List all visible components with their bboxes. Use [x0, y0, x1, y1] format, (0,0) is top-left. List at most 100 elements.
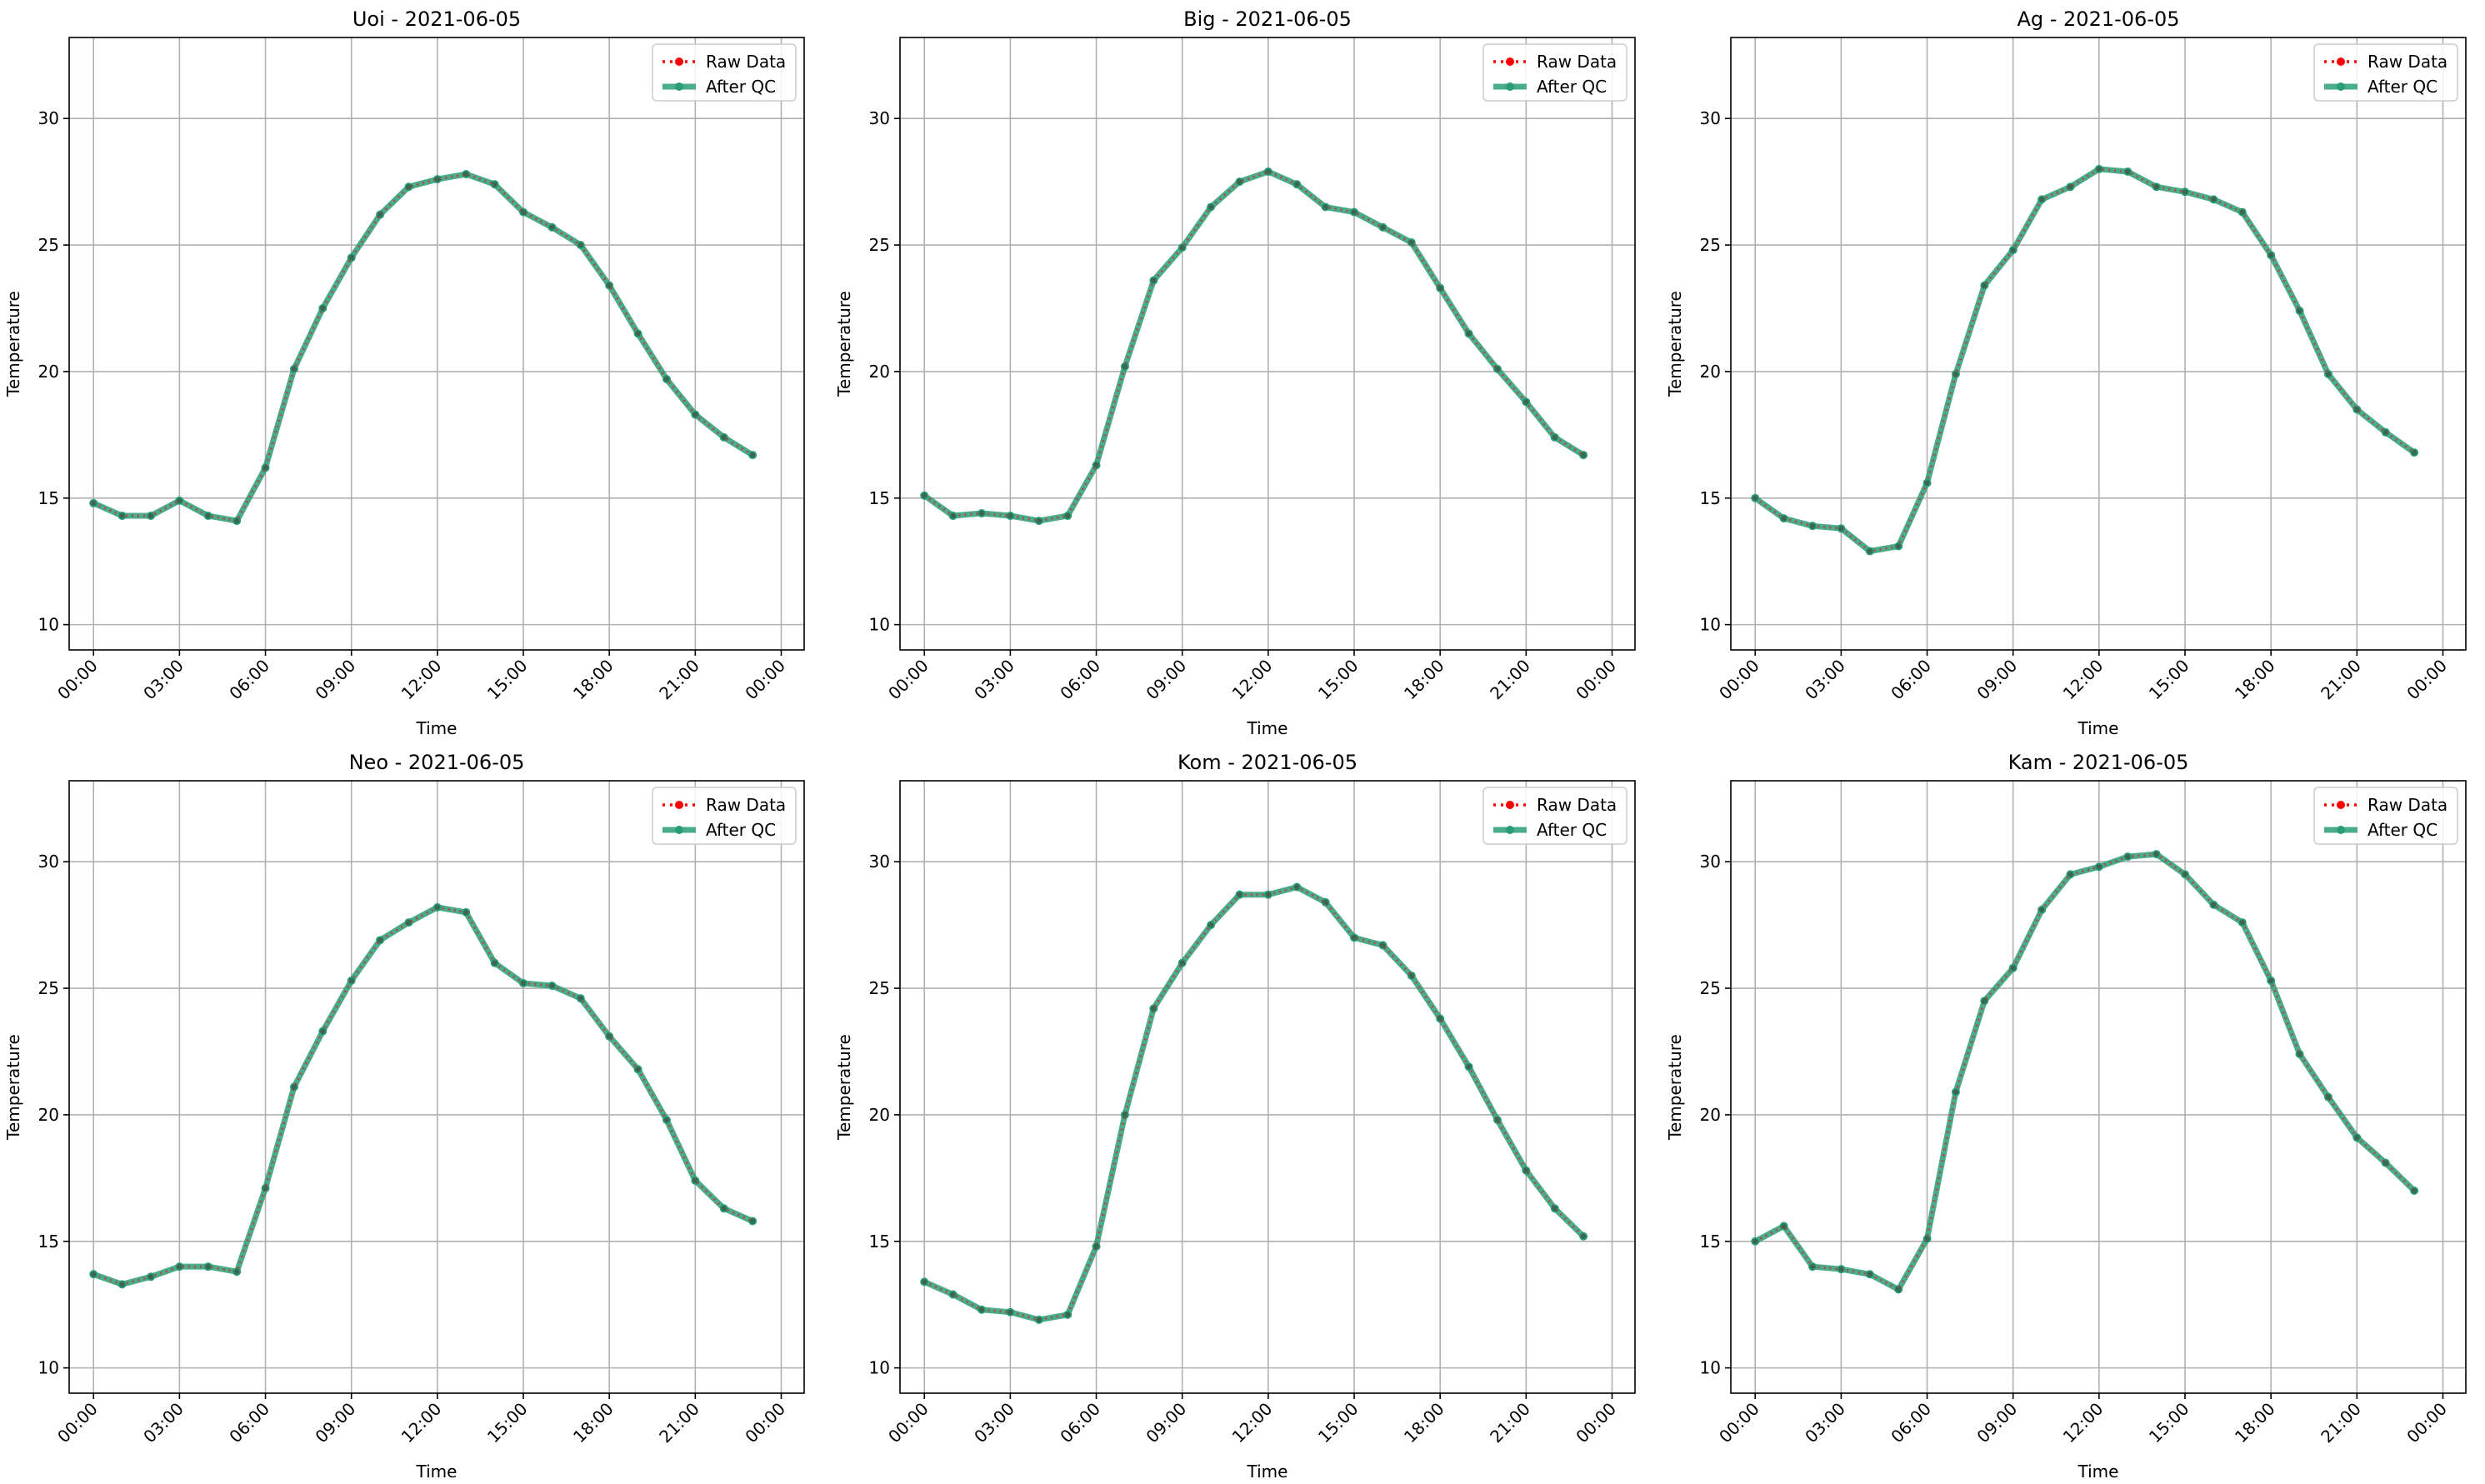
raw-data-point: [1380, 942, 1386, 948]
raw-data-point: [2125, 853, 2131, 860]
y-axis-label: Temperature: [834, 291, 854, 397]
raw-data-point: [2010, 965, 2016, 971]
x-tick-label: 21:00: [655, 1399, 703, 1447]
raw-data-point: [2411, 449, 2418, 456]
x-tick-label: 00:00: [1572, 1399, 1620, 1447]
x-tick-label: 15:00: [1314, 656, 1362, 704]
y-tick-label: 25: [1700, 978, 1721, 998]
y-tick-label: 10: [38, 615, 59, 635]
raw-data-point: [721, 434, 727, 441]
x-tick-label: 03:00: [970, 656, 1018, 704]
raw-data-point: [2096, 166, 2102, 172]
raw-data-point: [606, 282, 612, 288]
raw-data-point: [1151, 277, 1157, 283]
x-tick-label: 06:00: [225, 1399, 273, 1447]
raw-data-point: [1408, 972, 1414, 979]
raw-data-point: [2239, 209, 2245, 215]
raw-data-point: [2411, 1187, 2418, 1194]
raw-data-point: [233, 1269, 240, 1275]
legend-qc-label: After QC: [706, 820, 776, 840]
x-tick-label: 00:00: [741, 656, 789, 704]
y-tick-label: 25: [38, 235, 59, 255]
y-tick-label: 15: [1700, 488, 1721, 508]
raw-data-point: [721, 1206, 727, 1212]
raw-data-point: [1265, 892, 1272, 897]
raw-data-point: [1208, 204, 1214, 210]
raw-data-point: [2268, 252, 2274, 258]
x-tick-label: 09:00: [1142, 1399, 1191, 1447]
legend-qc-marker: [1506, 826, 1514, 834]
y-tick-label: 15: [1700, 1232, 1721, 1252]
raw-data-point: [492, 960, 498, 966]
raw-data-point: [1179, 244, 1185, 251]
y-tick-label: 20: [1700, 1105, 1721, 1125]
raw-data-point: [549, 982, 555, 989]
x-tick-label: 03:00: [139, 656, 188, 704]
x-tick-label: 03:00: [1801, 656, 1849, 704]
x-tick-label: 18:00: [1400, 1399, 1448, 1447]
raw-data-point: [119, 512, 125, 519]
raw-data-point: [119, 1282, 125, 1287]
raw-data-point: [1351, 935, 1358, 941]
raw-data-point: [1351, 209, 1358, 215]
y-tick-label: 15: [869, 1232, 890, 1252]
raw-data-point: [1809, 522, 1816, 529]
y-tick-label: 30: [869, 852, 890, 872]
raw-data-point: [205, 512, 211, 519]
x-tick-label: 21:00: [655, 656, 703, 704]
y-tick-label: 10: [38, 1358, 59, 1378]
raw-data-point: [1982, 282, 1988, 288]
raw-data-point: [463, 171, 469, 177]
raw-data-point: [1322, 204, 1328, 210]
raw-data-point: [262, 465, 268, 471]
after-qc-line: [922, 168, 1585, 524]
raw-data-point: [2325, 371, 2332, 377]
x-tick-label: 12:00: [2059, 1399, 2108, 1447]
raw-data-point: [749, 452, 756, 458]
raw-data-point: [1580, 452, 1587, 458]
raw-data-point: [549, 224, 555, 230]
legend-raw-marker: [2337, 801, 2345, 809]
legend-raw-label: Raw Data: [2368, 52, 2448, 72]
legend-qc-label: After QC: [706, 77, 776, 97]
raw-data-point: [492, 181, 498, 187]
raw-data-point: [2239, 919, 2245, 926]
raw-data-line: [1754, 167, 2415, 553]
raw-data-point: [1064, 512, 1071, 519]
x-tick-label: 09:00: [312, 1399, 360, 1447]
raw-data-point: [2182, 872, 2188, 877]
legend-raw-label: Raw Data: [706, 52, 786, 72]
raw-data-point: [2211, 902, 2217, 908]
y-axis-label: Temperature: [834, 1034, 854, 1141]
x-tick-label: 00:00: [1715, 1399, 1763, 1447]
raw-data-point: [406, 183, 412, 190]
raw-data-point: [2268, 977, 2274, 984]
raw-data-point: [1064, 1312, 1071, 1318]
legend-raw-label: Raw Data: [1537, 52, 1617, 72]
raw-data-point: [663, 376, 670, 382]
chart-panel: 00:00 03:00 06:00 09:00 12:00 15:00 18:00 21:00…: [1665, 7, 2467, 738]
raw-data-point: [1752, 1238, 1758, 1244]
raw-data-point: [2211, 197, 2217, 202]
raw-data-point: [406, 919, 412, 926]
plot-frame: [1730, 780, 2467, 1394]
raw-data-point: [1437, 1016, 1443, 1022]
raw-data-point: [978, 510, 985, 517]
x-tick-label: 00:00: [2402, 1399, 2451, 1447]
raw-data-point: [1895, 543, 1902, 549]
y-tick-label: 20: [869, 1105, 890, 1125]
x-tick-label: 18:00: [2231, 1399, 2279, 1447]
x-axis-label: Time: [416, 718, 458, 738]
raw-data-point: [2297, 1051, 2302, 1057]
x-tick-label: 21:00: [2317, 656, 2365, 704]
raw-data-point: [1752, 495, 1758, 501]
raw-data-point: [520, 980, 527, 987]
y-tick-label: 10: [869, 1358, 890, 1378]
y-tick-label: 30: [38, 108, 59, 128]
y-tick-label: 25: [1700, 235, 1721, 255]
y-tick-label: 30: [1700, 852, 1721, 872]
x-tick-label: 00:00: [741, 1399, 789, 1447]
raw-data-point: [1322, 899, 1328, 905]
raw-data-point: [1093, 1243, 1099, 1250]
raw-data-point: [91, 500, 97, 507]
